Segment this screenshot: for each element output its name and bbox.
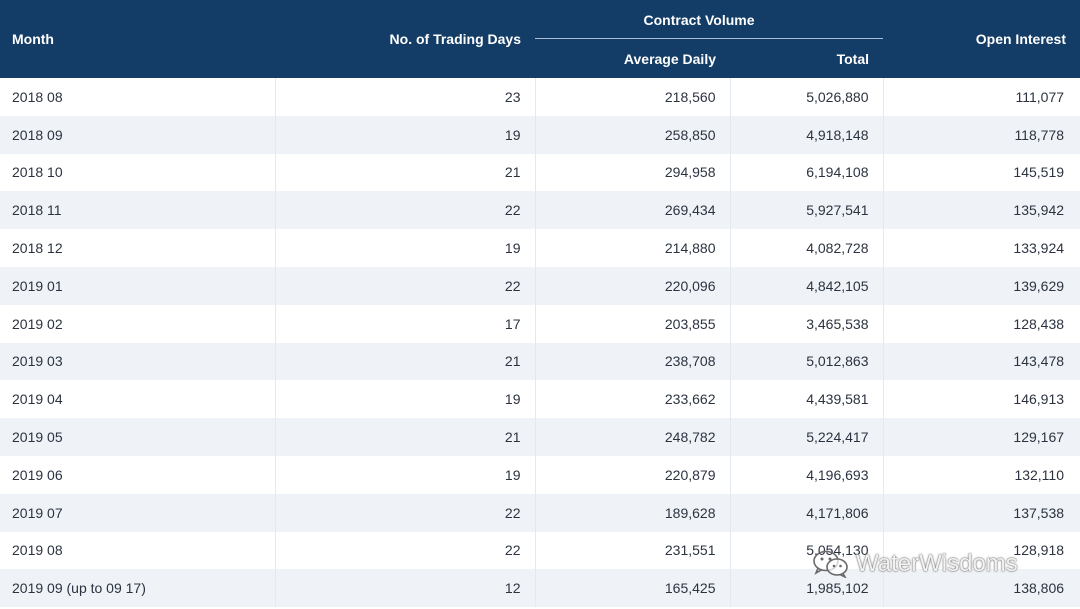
table-row[interactable]: 2019 07 22 189,628 4,171,806 137,538	[0, 493, 1080, 532]
cell-average-daily: 248,782	[535, 418, 731, 456]
cell-average-daily: 294,958	[535, 153, 731, 192]
cell-month: 2019 01	[0, 266, 276, 305]
table-row[interactable]: 2018 08 23 218,560 5,026,880 111,077	[0, 78, 1080, 116]
cell-average-daily: 269,434	[535, 191, 731, 230]
cell-month: 2019 07	[0, 493, 276, 532]
table-row[interactable]: 2019 04 19 233,662 4,439,581 146,913	[0, 380, 1080, 419]
cell-average-daily: 220,096	[535, 266, 731, 305]
cell-month: 2018 12	[0, 229, 276, 267]
table-row[interactable]: 2019 05 21 248,782 5,224,417 129,167	[0, 418, 1080, 456]
cell-total: 5,054,130	[730, 531, 884, 570]
cell-average-daily: 218,560	[535, 78, 731, 116]
cell-month: 2019 03	[0, 342, 276, 381]
column-header-average-daily[interactable]: Average Daily	[535, 39, 730, 78]
cell-average-daily: 258,850	[535, 115, 731, 154]
cell-total: 4,842,105	[730, 266, 884, 305]
cell-total: 5,012,863	[730, 342, 884, 381]
cell-total: 5,026,880	[730, 78, 884, 116]
cell-month: 2018 10	[0, 153, 276, 192]
cell-open-interest: 128,438	[883, 304, 1080, 343]
column-header-trading-days[interactable]: No. of Trading Days	[275, 0, 535, 78]
cell-average-daily: 203,855	[535, 304, 731, 343]
column-group-label: Contract Volume	[643, 11, 755, 28]
cell-month: 2019 06	[0, 455, 276, 494]
table-row[interactable]: 2019 08 22 231,551 5,054,130 128,918	[0, 531, 1080, 570]
cell-total: 4,082,728	[730, 229, 884, 267]
cell-trading-days: 21	[275, 153, 536, 192]
cell-average-daily: 165,425	[535, 569, 731, 608]
cell-trading-days: 22	[275, 531, 536, 570]
table-row[interactable]: 2018 12 19 214,880 4,082,728 133,924	[0, 229, 1080, 267]
cell-total: 5,224,417	[730, 418, 884, 456]
cell-average-daily: 189,628	[535, 493, 731, 532]
cell-month: 2019 02	[0, 304, 276, 343]
cell-open-interest: 129,167	[883, 418, 1080, 456]
cell-month: 2019 05	[0, 418, 276, 456]
cell-trading-days: 19	[275, 115, 536, 154]
cell-month: 2019 04	[0, 380, 276, 419]
cell-total: 1,985,102	[730, 569, 884, 608]
cell-trading-days: 23	[275, 78, 536, 116]
table-row[interactable]: 2018 10 21 294,958 6,194,108 145,519	[0, 153, 1080, 192]
table-row[interactable]: 2018 11 22 269,434 5,927,541 135,942	[0, 191, 1080, 230]
cell-total: 4,918,148	[730, 115, 884, 154]
cell-month: 2019 09 (up to 09 17)	[0, 569, 276, 608]
cell-average-daily: 220,879	[535, 455, 731, 494]
cell-open-interest: 145,519	[883, 153, 1080, 192]
table-row[interactable]: 2018 09 19 258,850 4,918,148 118,778	[0, 115, 1080, 154]
cell-open-interest: 111,077	[883, 78, 1080, 116]
cell-average-daily: 214,880	[535, 229, 731, 267]
cell-open-interest: 143,478	[883, 342, 1080, 381]
cell-open-interest: 133,924	[883, 229, 1080, 267]
cell-trading-days: 21	[275, 418, 536, 456]
cell-total: 4,196,693	[730, 455, 884, 494]
cell-trading-days: 19	[275, 455, 536, 494]
cell-trading-days: 17	[275, 304, 536, 343]
cell-open-interest: 118,778	[883, 115, 1080, 154]
table-row[interactable]: 2019 01 22 220,096 4,842,105 139,629	[0, 266, 1080, 305]
column-group-divider	[535, 38, 884, 39]
cell-month: 2018 09	[0, 115, 276, 154]
column-header-total[interactable]: Total	[730, 39, 884, 78]
table-body: 2018 08 23 218,560 5,026,880 111,077 2018 09 1…	[0, 78, 1080, 608]
table-header: Month No. of Trading Days Contract Volum…	[0, 0, 1080, 78]
cell-average-daily: 233,662	[535, 380, 731, 419]
cell-open-interest: 132,110	[883, 455, 1080, 494]
cell-trading-days: 21	[275, 342, 536, 381]
cell-average-daily: 238,708	[535, 342, 731, 381]
table-row[interactable]: 2019 09 (up to 09 17) 12 165,425 1,985,102 1…	[0, 569, 1080, 608]
cell-total: 4,171,806	[730, 493, 884, 532]
cell-open-interest: 128,918	[883, 531, 1080, 570]
cell-total: 6,194,108	[730, 153, 884, 192]
column-header-month[interactable]: Month	[0, 0, 275, 78]
cell-average-daily: 231,551	[535, 531, 731, 570]
cell-open-interest: 135,942	[883, 191, 1080, 230]
cell-trading-days: 22	[275, 266, 536, 305]
cell-open-interest: 138,806	[883, 569, 1080, 608]
cell-month: 2018 11	[0, 191, 276, 230]
cell-trading-days: 12	[275, 569, 536, 608]
table-row[interactable]: 2019 03 21 238,708 5,012,863 143,478	[0, 342, 1080, 381]
cell-open-interest: 146,913	[883, 380, 1080, 419]
cell-month: 2018 08	[0, 78, 276, 116]
table-row[interactable]: 2019 02 17 203,855 3,465,538 128,438	[0, 304, 1080, 343]
cell-total: 3,465,538	[730, 304, 884, 343]
cell-month: 2019 08	[0, 531, 276, 570]
column-group-contract-volume: Contract Volume	[535, 0, 884, 39]
cell-trading-days: 19	[275, 229, 536, 267]
cell-open-interest: 137,538	[883, 493, 1080, 532]
cell-trading-days: 22	[275, 493, 536, 532]
cell-total: 4,439,581	[730, 380, 884, 419]
table-row[interactable]: 2019 06 19 220,879 4,196,693 132,110	[0, 455, 1080, 494]
column-header-open-interest[interactable]: Open Interest	[883, 0, 1080, 78]
cell-trading-days: 22	[275, 191, 536, 230]
cell-trading-days: 19	[275, 380, 536, 419]
cell-open-interest: 139,629	[883, 266, 1080, 305]
cell-total: 5,927,541	[730, 191, 884, 230]
